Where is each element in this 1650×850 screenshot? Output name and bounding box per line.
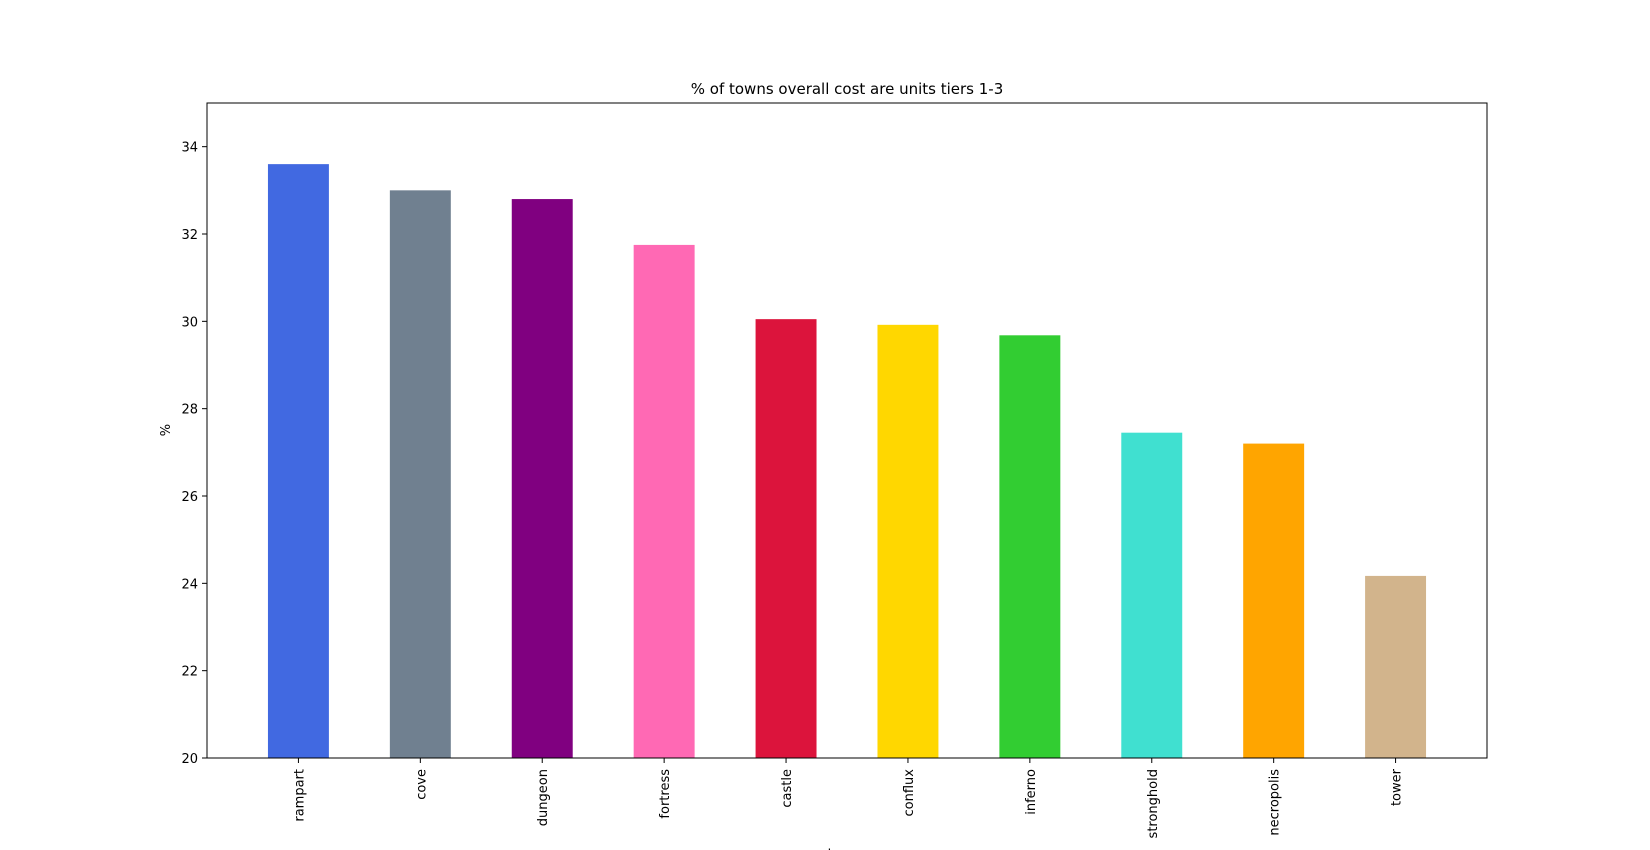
x-tick-label: rampart [292, 769, 307, 822]
x-tick-label: tower [1390, 768, 1405, 806]
y-tick-label: 28 [181, 403, 198, 418]
y-axis-label: % [159, 424, 174, 436]
y-tick-label: 30 [181, 315, 198, 330]
x-tick-label: stronghold [1146, 769, 1161, 838]
y-tick-label: 22 [181, 665, 198, 680]
bar-necropolis [1243, 443, 1305, 758]
x-tick-label: conflux [902, 769, 917, 817]
bar-tower [1365, 575, 1427, 758]
bars-group [267, 164, 1427, 759]
plot-frame [206, 102, 1488, 759]
x-tick-label: inferno [1024, 769, 1039, 815]
x-tick-label: cove [414, 769, 429, 800]
bar-castle [755, 319, 817, 758]
x-tick-label: fortress [658, 769, 673, 819]
bar-rampart [267, 164, 329, 759]
y-axis-ticks: 20 22 24 26 28 30 32 34 [181, 141, 207, 767]
bar-fortress [633, 244, 695, 758]
bar-conflux [877, 324, 939, 758]
x-axis-ticks: rampart cove dungeon fortress castle conflux i… [292, 758, 1405, 838]
x-tick-label: dungeon [536, 769, 551, 826]
x-tick-label: necropolis [1268, 769, 1283, 836]
bar-cove [389, 190, 451, 759]
y-tick-label: 24 [181, 577, 198, 592]
x-axis-label: towns [828, 847, 867, 850]
chart-title: % of towns overall cost are units tiers … [691, 80, 1004, 98]
bar-inferno [999, 335, 1061, 758]
y-tick-label: 32 [181, 228, 198, 243]
bar-stronghold [1121, 432, 1183, 758]
y-tick-label: 34 [181, 141, 198, 156]
bar-dungeon [511, 199, 573, 759]
x-tick-label: castle [780, 769, 795, 808]
y-tick-label: 26 [181, 490, 198, 505]
y-tick-label: 20 [181, 752, 198, 767]
